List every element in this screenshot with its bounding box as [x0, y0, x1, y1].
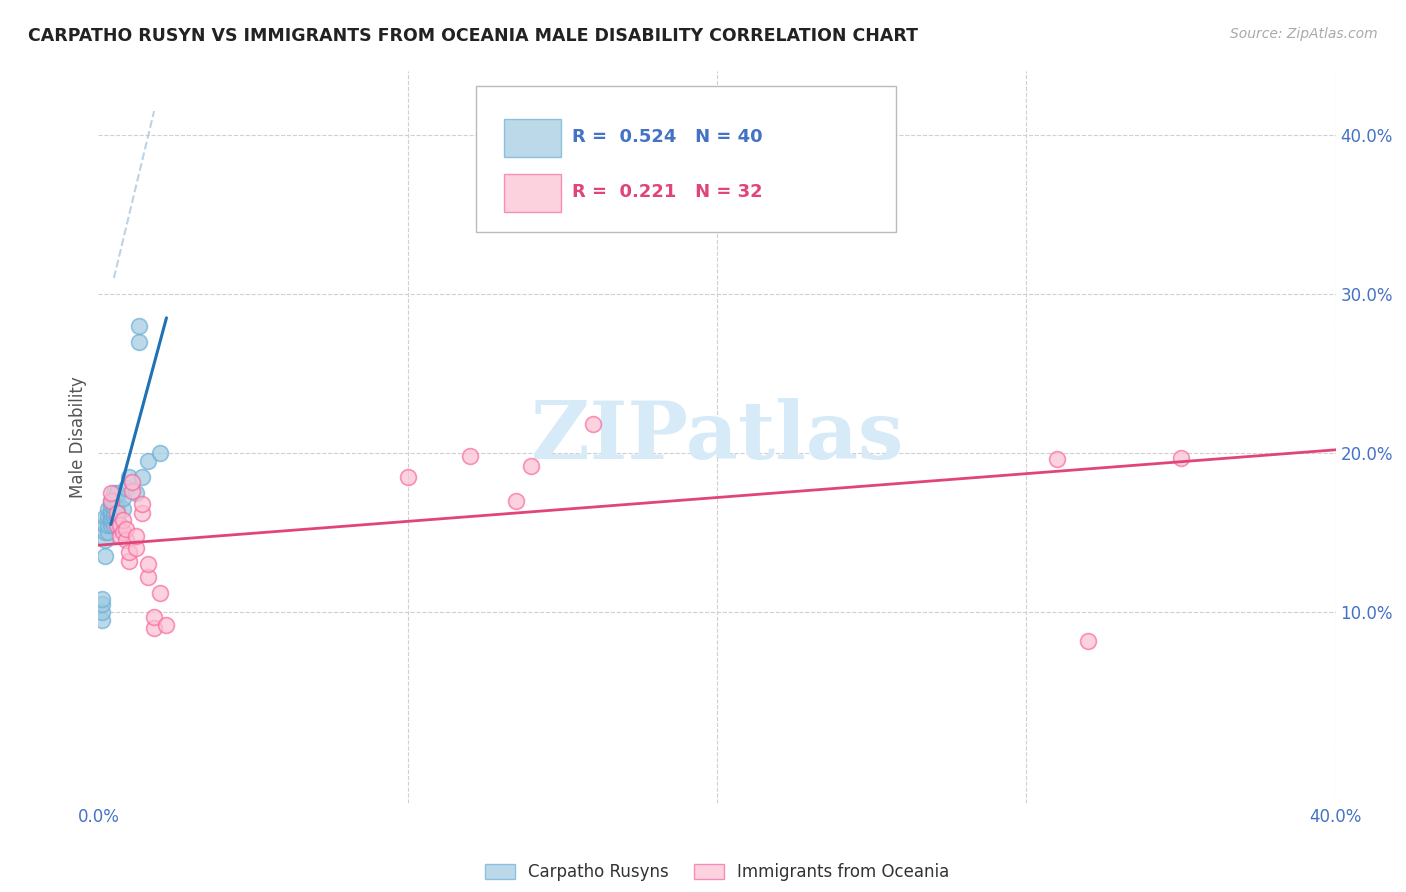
Point — [131, 497, 153, 511]
Point — [136, 570, 159, 584]
Point — [103, 500, 125, 514]
Point — [396, 470, 419, 484]
Point — [93, 517, 115, 532]
Point — [112, 513, 135, 527]
Point — [100, 513, 122, 527]
Text: CARPATHO RUSYN VS IMMIGRANTS FROM OCEANIA MALE DISABILITY CORRELATION CHART: CARPATHO RUSYN VS IMMIGRANTS FROM OCEANI… — [28, 27, 918, 45]
FancyBboxPatch shape — [475, 86, 897, 232]
Point — [143, 609, 166, 624]
Point — [115, 481, 138, 495]
Point — [90, 613, 112, 627]
FancyBboxPatch shape — [505, 174, 561, 211]
Point — [97, 525, 120, 540]
FancyBboxPatch shape — [505, 119, 561, 157]
Point — [118, 544, 141, 558]
Point — [93, 549, 115, 564]
Point — [108, 517, 131, 532]
Point — [105, 509, 128, 524]
Legend: Carpatho Rusyns, Immigrants from Oceania: Carpatho Rusyns, Immigrants from Oceania — [477, 855, 957, 889]
Point — [100, 499, 122, 513]
Point — [520, 458, 543, 473]
Point — [93, 533, 115, 548]
Point — [103, 517, 125, 532]
Text: R =  0.221   N = 32: R = 0.221 N = 32 — [572, 183, 763, 201]
Point — [105, 507, 128, 521]
Point — [1170, 450, 1192, 465]
Point — [105, 485, 128, 500]
Point — [582, 417, 605, 432]
Point — [131, 470, 153, 484]
Point — [131, 507, 153, 521]
Point — [128, 318, 150, 333]
Point — [93, 509, 115, 524]
Point — [128, 334, 150, 349]
Point — [121, 484, 143, 499]
Point — [97, 501, 120, 516]
Point — [118, 554, 141, 568]
Point — [100, 507, 122, 521]
Point — [93, 525, 115, 540]
Point — [100, 493, 122, 508]
Point — [1077, 633, 1099, 648]
Point — [124, 485, 146, 500]
Point — [124, 541, 146, 556]
Point — [143, 621, 166, 635]
Point — [115, 533, 138, 548]
Text: ZIPatlas: ZIPatlas — [531, 398, 903, 476]
Point — [108, 529, 131, 543]
Point — [136, 454, 159, 468]
Point — [103, 509, 125, 524]
Point — [458, 449, 481, 463]
Point — [155, 617, 177, 632]
Text: Source: ZipAtlas.com: Source: ZipAtlas.com — [1230, 27, 1378, 41]
Point — [97, 517, 120, 532]
Point — [90, 597, 112, 611]
Point — [1046, 452, 1069, 467]
Point — [112, 501, 135, 516]
Point — [100, 509, 122, 524]
Point — [136, 558, 159, 572]
Point — [103, 485, 125, 500]
Point — [124, 529, 146, 543]
Point — [100, 493, 122, 508]
Y-axis label: Male Disability: Male Disability — [69, 376, 87, 498]
Point — [112, 491, 135, 505]
Point — [505, 493, 527, 508]
Point — [105, 517, 128, 532]
Point — [105, 493, 128, 508]
Point — [100, 503, 122, 517]
Point — [115, 522, 138, 536]
Point — [118, 470, 141, 484]
Point — [103, 505, 125, 519]
Point — [100, 517, 122, 532]
Point — [121, 475, 143, 489]
Text: R =  0.524   N = 40: R = 0.524 N = 40 — [572, 128, 763, 146]
Point — [100, 485, 122, 500]
Point — [90, 605, 112, 619]
Point — [149, 586, 172, 600]
Point — [97, 509, 120, 524]
Point — [149, 446, 172, 460]
Point — [90, 592, 112, 607]
Point — [103, 493, 125, 508]
Point — [105, 501, 128, 516]
Point — [112, 525, 135, 540]
